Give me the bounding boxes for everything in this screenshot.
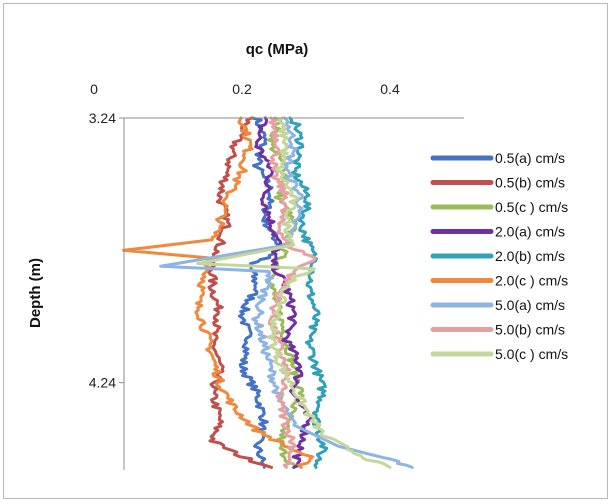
legend-label: 2.0(c ) cm/s [495, 273, 568, 289]
legend-label: 0.5(c ) cm/s [495, 199, 568, 215]
y-tick-label: 4.24 [89, 375, 116, 391]
legend-label: 2.0(a) cm/s [495, 224, 565, 240]
series-layer [122, 116, 414, 469]
legend-label: 5.0(b) cm/s [495, 322, 565, 338]
y-tick-label: 3.24 [89, 110, 116, 126]
series-line [159, 116, 414, 469]
x-axis-title: qc (MPa) [246, 41, 309, 58]
chart-frame [3, 3, 608, 499]
legend: 0.5(a) cm/s 0.5(b) cm/s 0.5(c ) cm/s 2.0(a)… [430, 150, 568, 362]
legend-label: 0.5(b) cm/s [495, 175, 565, 191]
x-ticks: 0 0.2 0.4 [90, 81, 400, 97]
series-line [207, 116, 274, 469]
series-line [196, 116, 392, 469]
x-tick-label: 0 [90, 81, 98, 97]
legend-label: 2.0(b) cm/s [495, 248, 565, 264]
y-axis-title: Depth (m) [27, 258, 44, 328]
series-line [122, 116, 315, 469]
x-tick-label: 0.2 [232, 81, 252, 97]
legend-label: 5.0(a) cm/s [495, 297, 565, 313]
x-tick-label: 0.4 [380, 81, 400, 97]
series-line [288, 116, 329, 469]
y-ticks: 3.24 4.24 [89, 110, 124, 391]
legend-label: 5.0(c ) cm/s [495, 346, 568, 362]
legend-label: 0.5(a) cm/s [495, 150, 565, 166]
series-line [267, 116, 317, 469]
series-line [238, 116, 280, 469]
